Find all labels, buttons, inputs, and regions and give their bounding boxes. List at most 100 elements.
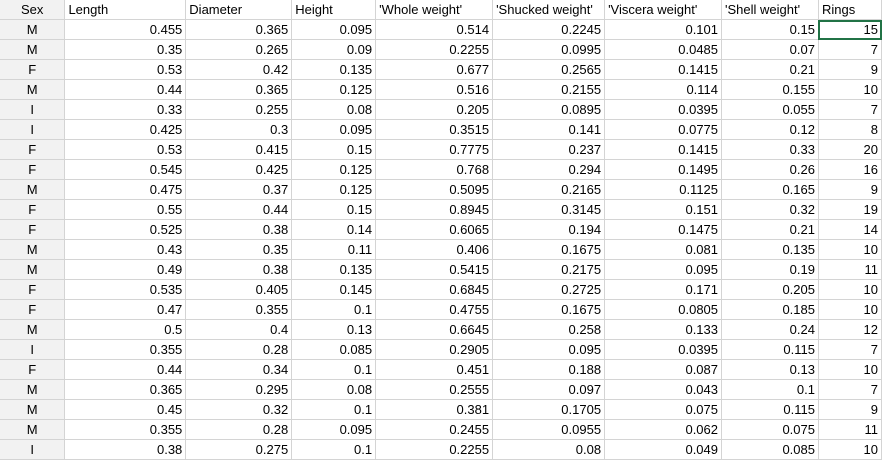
cell-sex[interactable]: M <box>0 319 66 340</box>
cell-diameter[interactable]: 0.42 <box>185 59 293 80</box>
cell-viscera-weight[interactable]: 0.0485 <box>604 39 723 60</box>
cell-height[interactable]: 0.125 <box>291 159 377 180</box>
cell-rings[interactable]: 15 <box>818 19 882 40</box>
cell-whole-weight[interactable]: 0.7775 <box>375 139 494 160</box>
cell-sex[interactable]: F <box>0 219 66 240</box>
cell-height[interactable]: 0.11 <box>291 239 377 260</box>
cell-shucked-weight[interactable]: 0.1675 <box>492 299 606 320</box>
cell-shucked-weight[interactable]: 0.188 <box>492 359 606 380</box>
cell-whole-weight[interactable]: 0.5415 <box>375 259 494 280</box>
cell-shucked-weight[interactable]: 0.3145 <box>492 199 606 220</box>
cell-shucked-weight[interactable]: 0.08 <box>492 439 606 460</box>
cell-viscera-weight[interactable]: 0.081 <box>604 239 723 260</box>
cell-length[interactable]: 0.55 <box>64 199 187 220</box>
cell-shucked-weight[interactable]: 0.1675 <box>492 239 606 260</box>
cell-sex[interactable]: F <box>0 59 66 80</box>
cell-shucked-weight[interactable]: 0.194 <box>492 219 606 240</box>
cell-whole-weight[interactable]: 0.8945 <box>375 199 494 220</box>
cell-shucked-weight[interactable]: 0.237 <box>492 139 606 160</box>
cell-length[interactable]: 0.365 <box>64 379 187 400</box>
cell-viscera-weight[interactable]: 0.0395 <box>604 99 723 120</box>
cell-rings[interactable]: 20 <box>818 139 882 160</box>
cell-rings[interactable]: 7 <box>818 39 882 60</box>
cell-shucked-weight[interactable]: 0.2725 <box>492 279 606 300</box>
cell-sex[interactable]: M <box>0 379 66 400</box>
cell-shell-weight[interactable]: 0.15 <box>721 19 819 40</box>
cell-shell-weight[interactable]: 0.185 <box>721 299 819 320</box>
cell-viscera-weight[interactable]: 0.1475 <box>604 219 723 240</box>
cell-whole-weight[interactable]: 0.4755 <box>375 299 494 320</box>
cell-shell-weight[interactable]: 0.07 <box>721 39 819 60</box>
cell-length[interactable]: 0.355 <box>64 419 187 440</box>
cell-height[interactable]: 0.1 <box>291 359 377 380</box>
cell-rings[interactable]: 11 <box>818 259 882 280</box>
cell-viscera-weight[interactable]: 0.151 <box>604 199 723 220</box>
cell-height[interactable]: 0.095 <box>291 119 377 140</box>
cell-diameter[interactable]: 0.28 <box>185 419 293 440</box>
cell-diameter[interactable]: 0.37 <box>185 179 293 200</box>
cell-shucked-weight[interactable]: 0.2565 <box>492 59 606 80</box>
header-cell-rings[interactable]: Rings <box>818 0 882 20</box>
cell-length[interactable]: 0.43 <box>64 239 187 260</box>
cell-shell-weight[interactable]: 0.085 <box>721 439 819 460</box>
cell-height[interactable]: 0.13 <box>291 319 377 340</box>
cell-viscera-weight[interactable]: 0.0395 <box>604 339 723 360</box>
cell-sex[interactable]: I <box>0 99 66 120</box>
cell-whole-weight[interactable]: 0.2255 <box>375 439 494 460</box>
cell-diameter[interactable]: 0.405 <box>185 279 293 300</box>
header-cell-diameter[interactable]: Diameter <box>185 0 293 20</box>
cell-rings[interactable]: 9 <box>818 399 882 420</box>
cell-sex[interactable]: F <box>0 359 66 380</box>
cell-height[interactable]: 0.08 <box>291 99 377 120</box>
cell-shucked-weight[interactable]: 0.0895 <box>492 99 606 120</box>
cell-height[interactable]: 0.085 <box>291 339 377 360</box>
cell-shell-weight[interactable]: 0.115 <box>721 339 819 360</box>
cell-rings[interactable]: 9 <box>818 59 882 80</box>
cell-height[interactable]: 0.1 <box>291 439 377 460</box>
header-cell-viscera-weight[interactable]: 'Viscera weight' <box>604 0 723 20</box>
header-cell-length[interactable]: Length <box>64 0 187 20</box>
cell-shell-weight[interactable]: 0.26 <box>721 159 819 180</box>
cell-rings[interactable]: 10 <box>818 239 882 260</box>
cell-shell-weight[interactable]: 0.21 <box>721 59 819 80</box>
cell-viscera-weight[interactable]: 0.1495 <box>604 159 723 180</box>
cell-height[interactable]: 0.15 <box>291 199 377 220</box>
cell-shell-weight[interactable]: 0.33 <box>721 139 819 160</box>
cell-diameter[interactable]: 0.275 <box>185 439 293 460</box>
cell-length[interactable]: 0.35 <box>64 39 187 60</box>
cell-shell-weight[interactable]: 0.1 <box>721 379 819 400</box>
cell-viscera-weight[interactable]: 0.133 <box>604 319 723 340</box>
cell-rings[interactable]: 11 <box>818 419 882 440</box>
cell-whole-weight[interactable]: 0.2255 <box>375 39 494 60</box>
cell-sex[interactable]: M <box>0 399 66 420</box>
cell-sex[interactable]: I <box>0 439 66 460</box>
header-cell-height[interactable]: Height <box>291 0 377 20</box>
header-cell-shell-weight[interactable]: 'Shell weight' <box>721 0 819 20</box>
cell-height[interactable]: 0.1 <box>291 299 377 320</box>
cell-shell-weight[interactable]: 0.12 <box>721 119 819 140</box>
cell-sex[interactable]: I <box>0 339 66 360</box>
cell-viscera-weight[interactable]: 0.0775 <box>604 119 723 140</box>
cell-diameter[interactable]: 0.415 <box>185 139 293 160</box>
cell-length[interactable]: 0.53 <box>64 59 187 80</box>
cell-length[interactable]: 0.475 <box>64 179 187 200</box>
cell-rings[interactable]: 7 <box>818 339 882 360</box>
header-cell-shucked-weight[interactable]: 'Shucked weight' <box>492 0 606 20</box>
cell-whole-weight[interactable]: 0.5095 <box>375 179 494 200</box>
cell-sex[interactable]: F <box>0 279 66 300</box>
cell-rings[interactable]: 16 <box>818 159 882 180</box>
cell-length[interactable]: 0.525 <box>64 219 187 240</box>
header-cell-whole-weight[interactable]: 'Whole weight' <box>375 0 494 20</box>
cell-sex[interactable]: M <box>0 259 66 280</box>
cell-length[interactable]: 0.425 <box>64 119 187 140</box>
cell-whole-weight[interactable]: 0.205 <box>375 99 494 120</box>
cell-rings[interactable]: 7 <box>818 379 882 400</box>
cell-height[interactable]: 0.1 <box>291 399 377 420</box>
cell-sex[interactable]: M <box>0 179 66 200</box>
cell-shell-weight[interactable]: 0.055 <box>721 99 819 120</box>
cell-length[interactable]: 0.45 <box>64 399 187 420</box>
cell-length[interactable]: 0.545 <box>64 159 187 180</box>
cell-shucked-weight[interactable]: 0.0995 <box>492 39 606 60</box>
cell-sex[interactable]: F <box>0 159 66 180</box>
cell-viscera-weight[interactable]: 0.087 <box>604 359 723 380</box>
